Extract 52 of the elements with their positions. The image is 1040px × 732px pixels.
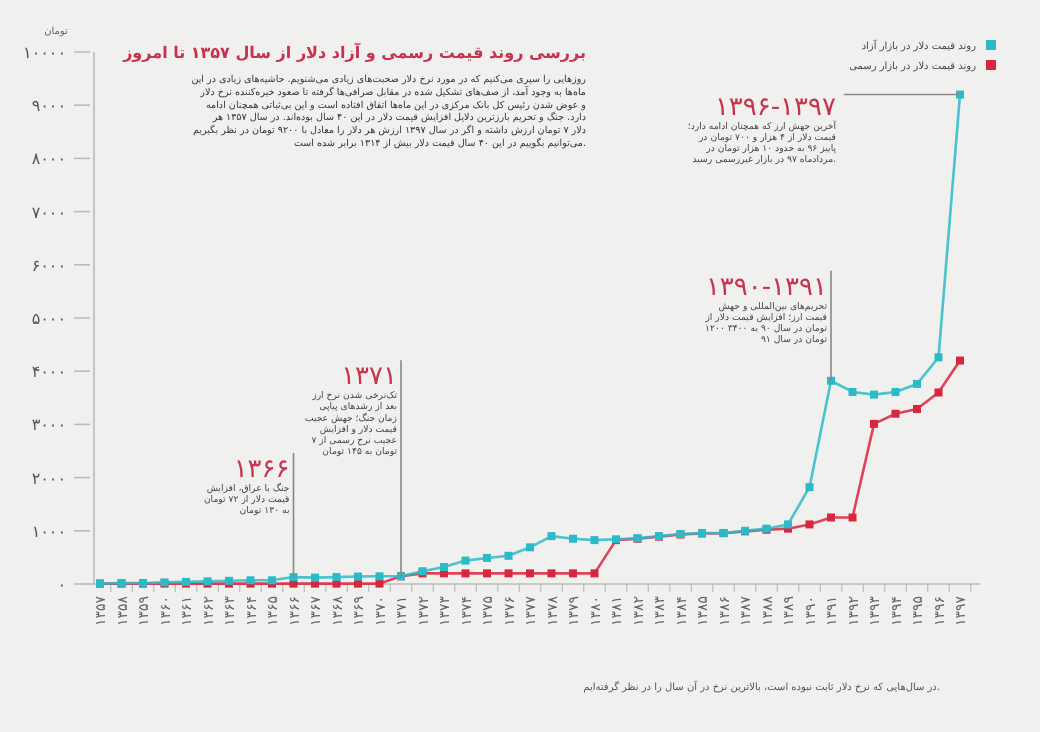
y-tick-label: ۳۰۰۰ (31, 416, 66, 435)
point (311, 573, 319, 582)
y-tick-label: ۵۰۰۰ (31, 310, 66, 328)
y-tick-label: ۸۰۰۰ (31, 150, 66, 169)
point (504, 551, 513, 560)
point (569, 534, 577, 543)
point (827, 513, 835, 522)
annotation: ۱۳۹۰-۱۳۹۱ (705, 272, 827, 303)
point (913, 379, 921, 388)
chart-title: بررسی روند قیمت رسمی و آزاد دلار از سال ۱۳۵۷ تا امروز (121, 42, 586, 62)
point (891, 409, 900, 418)
point (354, 572, 362, 581)
point (934, 353, 943, 362)
point (870, 419, 878, 428)
y-tick-label: ۹۰۰۰ (31, 97, 66, 116)
point (848, 387, 857, 396)
point (569, 569, 577, 578)
point (590, 536, 599, 545)
y-tick-label: ۶۰۰۰ (31, 256, 66, 275)
point (547, 569, 556, 578)
point (461, 569, 470, 578)
point (461, 556, 470, 565)
point (375, 572, 384, 581)
y-tick-label: ۷۰۰۰ (31, 203, 66, 222)
point (483, 569, 491, 578)
point (440, 562, 448, 571)
point (870, 390, 878, 399)
y-tick-label: ۲۰۰۰ (31, 469, 66, 488)
point (956, 356, 964, 365)
point (934, 388, 943, 397)
point (526, 543, 534, 552)
point (848, 513, 857, 522)
point (913, 404, 921, 413)
point (504, 569, 513, 578)
point (805, 520, 814, 529)
point (483, 553, 491, 562)
y-tick-label: ۱۰۰۰۰ (23, 44, 66, 62)
point (526, 569, 534, 578)
point (332, 573, 341, 582)
y-tick-label: ۴۰۰۰ (31, 363, 66, 382)
y-tick-label: ۰ (57, 576, 66, 594)
y-tick-label: ۱۰۰۰ (31, 522, 66, 541)
annotation: ۱۳۹۶-۱۳۹۷ (714, 92, 837, 123)
point (891, 387, 900, 396)
point (289, 573, 298, 582)
annotation: ۱۳۷۱ (341, 362, 397, 393)
point (805, 483, 814, 492)
point (956, 90, 964, 99)
annotation: ۱۳۶۶ (233, 455, 290, 486)
point (547, 532, 556, 541)
point (590, 569, 599, 578)
point (375, 579, 384, 588)
